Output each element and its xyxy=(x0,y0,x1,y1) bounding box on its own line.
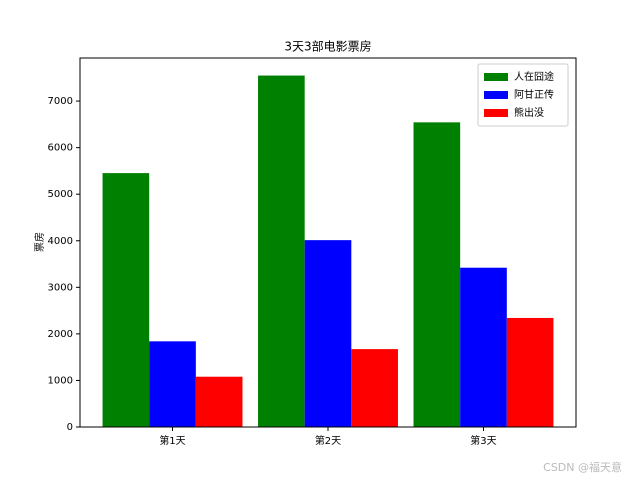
x-tick-label: 第1天 xyxy=(159,434,185,447)
y-tick-label: 7000 xyxy=(48,96,73,107)
legend-label: 熊出没 xyxy=(514,106,544,119)
chart-title: 3天3部电影票房 xyxy=(284,39,371,54)
bar xyxy=(506,317,554,427)
bar xyxy=(413,122,461,427)
bar xyxy=(102,173,150,427)
plot-frame xyxy=(79,57,577,428)
bar xyxy=(304,240,352,427)
y-tick-label: 6000 xyxy=(48,143,73,154)
y-tick-label: 1000 xyxy=(48,375,73,386)
y-tick-label: 2000 xyxy=(48,329,73,340)
y-tick-label: 3000 xyxy=(48,282,73,293)
y-axis-label: 票房 xyxy=(33,232,46,252)
y-tick-label: 5000 xyxy=(48,189,73,200)
legend-label: 阿甘正传 xyxy=(514,88,554,101)
bar xyxy=(460,267,507,427)
bar xyxy=(149,341,196,427)
legend-swatch xyxy=(484,91,508,99)
x-tick-label: 第3天 xyxy=(470,434,496,447)
watermark: CSDN @福天意 xyxy=(543,460,622,474)
legend-label: 人在囧途 xyxy=(514,70,554,83)
y-tick-label: 4000 xyxy=(48,236,73,247)
legend-swatch xyxy=(484,109,508,117)
legend-swatch xyxy=(484,73,508,81)
bar xyxy=(258,75,305,428)
y-tick-label: 0 xyxy=(67,422,73,433)
x-tick-label: 第2天 xyxy=(315,434,341,447)
bar xyxy=(195,376,243,427)
bar xyxy=(351,349,398,427)
